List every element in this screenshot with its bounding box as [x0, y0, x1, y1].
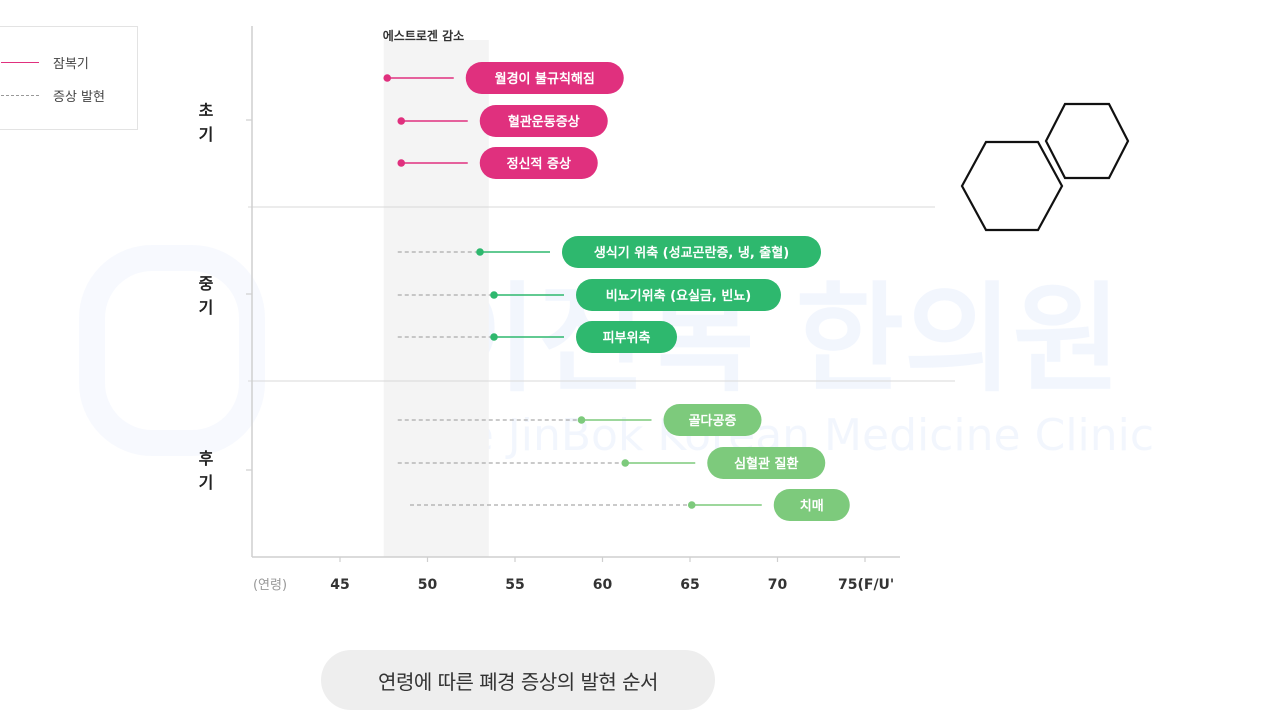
- symptom-label: 치매: [800, 498, 824, 514]
- watermark-logo-icon: [79, 245, 265, 456]
- onset-dot: [490, 291, 498, 299]
- hexagon-decoration-large: [960, 140, 1064, 232]
- symptom-label: 정신적 증상: [507, 156, 571, 172]
- stage-label-2-char-2: 기: [199, 298, 214, 317]
- legend-swatch-solid: [1, 61, 39, 63]
- x-axis-tick-label-55: 55: [505, 577, 524, 593]
- symptom-label: 비뇨기위축 (요실금, 빈뇨): [606, 288, 751, 304]
- symptom-label: 피부위축: [603, 330, 651, 346]
- symptom-pill: [465, 62, 624, 94]
- hexagon-decoration-small: [1044, 102, 1130, 180]
- onset-dot: [687, 501, 696, 509]
- symptom-label: 심혈관 질환: [734, 456, 798, 472]
- x-axis-tick-label-45: 45: [330, 577, 349, 593]
- legend-label-latent: 잠복기: [53, 56, 89, 72]
- symptom-pill: [576, 279, 781, 311]
- onset-dot: [490, 333, 498, 341]
- stage-label-1-char-1: 초: [199, 101, 214, 120]
- onset-dot: [577, 416, 586, 424]
- onset-dot: [621, 459, 630, 467]
- stage-label-1-char-2: 기: [199, 125, 214, 144]
- x-axis-tick-label-60: 60: [593, 577, 613, 593]
- estrogen-band-label: 에스트로겐 감소: [383, 28, 464, 43]
- chart-legend: 잠복기 증상 발현: [0, 26, 138, 130]
- legend-label-onset: 증상 발현: [53, 89, 105, 105]
- symptom-pill: [479, 105, 608, 137]
- symptom-pill: [707, 447, 826, 479]
- stage-label-3-char-2: 기: [199, 473, 214, 492]
- symptom-pill: [576, 321, 677, 353]
- x-axis-tick-label-75: 75(F/U': [838, 577, 894, 593]
- symptom-pill: [562, 236, 821, 268]
- symptom-pill: [663, 404, 762, 436]
- onset-dot: [476, 248, 484, 256]
- symptom-label: 월경이 불규칙해짐: [495, 71, 595, 87]
- x-axis-tick-label-50: 50: [418, 577, 438, 593]
- symptom-label: 골다공증: [689, 413, 737, 429]
- legend-item-latent: 잠복기: [0, 52, 89, 72]
- estrogen-band: [383, 40, 489, 557]
- symptom-pill: [479, 147, 598, 179]
- onset-dot: [397, 117, 406, 125]
- legend-item-onset: 증상 발현: [0, 85, 105, 105]
- stage-label-2-char-1: 중: [199, 274, 214, 293]
- onset-dot: [383, 74, 392, 82]
- stage-label-3-char-1: 후: [199, 449, 214, 468]
- x-axis-unit-label: (연령): [253, 578, 287, 593]
- onset-dot: [397, 159, 406, 167]
- symptom-label: 생식기 위축 (성교곤란증, 냉, 출혈): [594, 245, 789, 261]
- symptom-pill: [773, 489, 850, 521]
- x-axis-tick-label-70: 70: [768, 577, 788, 593]
- x-axis-tick-label-65: 65: [680, 577, 699, 593]
- chart-caption: 연령에 따른 폐경 증상의 발현 순서: [321, 650, 715, 710]
- legend-swatch-dashed: [1, 94, 39, 96]
- symptom-label: 혈관운동증상: [508, 114, 580, 130]
